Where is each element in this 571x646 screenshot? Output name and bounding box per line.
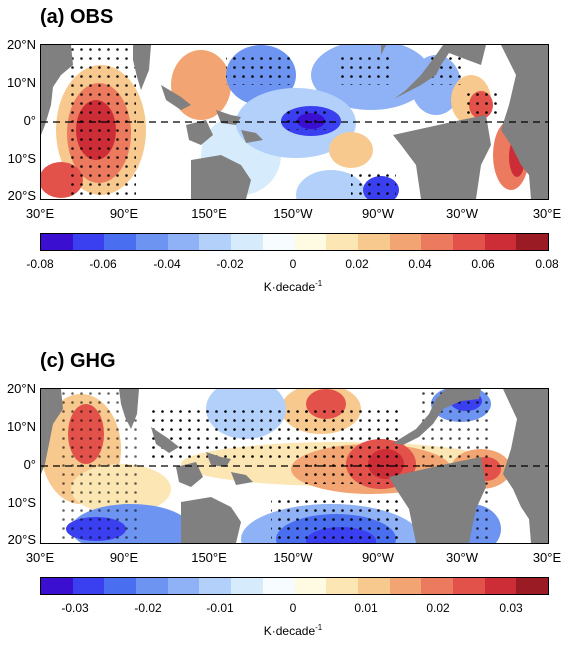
panel-c-cbar-tick: 0.02 <box>426 601 450 615</box>
panel-a-cbar-tick: -0.02 <box>216 257 244 271</box>
colorbar-segment <box>136 578 168 594</box>
panel-a-lat-10s: 10°S <box>7 151 36 166</box>
colorbar-segment <box>199 578 232 594</box>
panel-c-lat-20s: 20°S <box>7 532 36 547</box>
colorbar-segment <box>72 234 105 250</box>
panel-a-lat-20n: 20°N <box>6 37 36 52</box>
colorbar-segment <box>357 234 390 250</box>
colorbar-segment <box>136 234 168 250</box>
panel-c-lon-30w: 30°W <box>446 550 478 565</box>
panel-c-cbar-tick: -0.02 <box>134 601 162 615</box>
panel-a-map-svg <box>41 45 548 199</box>
colorbar-segment <box>484 234 517 250</box>
colorbar-segment <box>326 578 358 594</box>
panel-c-lat-0: 0° <box>23 457 36 472</box>
colorbar-segment <box>231 578 263 594</box>
colorbar-segment <box>294 234 327 250</box>
panel-a-cbar-tick: 0.08 <box>535 257 559 271</box>
colorbar-segment <box>231 234 263 250</box>
panel-a-cbar-tick: -0.06 <box>89 257 117 271</box>
panel-c-lat-10s: 10°S <box>7 495 36 510</box>
panel-a-lon-30e-right: 30°E <box>532 206 562 221</box>
panel-a-cbar-tick: 0 <box>289 257 297 271</box>
panel-a-cbar-tick: -0.08 <box>26 257 54 271</box>
colorbar-segment <box>389 578 422 594</box>
colorbar-segment <box>72 578 105 594</box>
panel-c-lon-30e-right: 30°E <box>532 550 562 565</box>
panel-c-colorbar-unit: K·decade-1 <box>263 623 323 638</box>
colorbar-segment <box>199 234 232 250</box>
colorbar-segment <box>41 578 73 594</box>
panel-a-map <box>40 44 549 200</box>
panel-c-map <box>40 388 549 544</box>
colorbar-segment <box>484 578 517 594</box>
panel-a-lon-30w: 30°W <box>446 206 478 221</box>
panel-a-cbar-tick: -0.04 <box>153 257 181 271</box>
panel-c-map-svg <box>41 389 548 543</box>
colorbar-segment <box>421 234 453 250</box>
panel-c-cbar-tick: 0.03 <box>499 601 523 615</box>
panel-a-cbar-tick: 0.04 <box>408 257 432 271</box>
panel-a-lon-150w: 150°W <box>273 206 313 221</box>
panel-c-cbar-tick: 0.01 <box>354 601 378 615</box>
colorbar-segment <box>294 578 327 594</box>
colorbar-segment <box>167 578 200 594</box>
panel-a-lon-90w: 90°W <box>362 206 394 221</box>
panel-c-lon-90e: 90°E <box>109 550 139 565</box>
panel-c-cbar-tick: -0.03 <box>61 601 89 615</box>
colorbar-segment <box>262 578 295 594</box>
panel-c-colorbar <box>40 577 549 595</box>
colorbar-segment <box>104 578 137 594</box>
panel-a-title: (a) OBS <box>40 6 114 28</box>
panel-a-cbar-tick: 0.06 <box>471 257 495 271</box>
colorbar-segment <box>516 234 548 250</box>
colorbar-segment <box>452 234 485 250</box>
panel-c-cbar-tick: -0.01 <box>206 601 234 615</box>
colorbar-segment <box>421 578 453 594</box>
panel-a-lat-10n: 10°N <box>6 75 36 90</box>
panel-a-cbar-tick: 0.02 <box>345 257 369 271</box>
colorbar-segment <box>516 578 548 594</box>
panel-a-lon-30e: 30°E <box>25 206 55 221</box>
colorbar-segment <box>262 234 295 250</box>
colorbar-segment <box>104 234 137 250</box>
colorbar-segment <box>357 578 390 594</box>
panel-c-lat-10n: 10°N <box>6 419 36 434</box>
panel-a-lat-0: 0° <box>23 113 36 128</box>
panel-c-lon-30e: 30°E <box>25 550 55 565</box>
panel-c-title: (c) GHG <box>40 350 116 372</box>
colorbar-segment <box>452 578 485 594</box>
panel-c-lon-90w: 90°W <box>362 550 394 565</box>
panel-a-colorbar <box>40 233 549 251</box>
panel-a-lon-90e: 90°E <box>109 206 139 221</box>
colorbar-segment <box>41 234 73 250</box>
panel-a-lon-150e: 150°E <box>191 206 227 221</box>
panel-c-cbar-tick: 0 <box>289 601 297 615</box>
panel-c-lon-150e: 150°E <box>191 550 227 565</box>
colorbar-segment <box>167 234 200 250</box>
colorbar-segment <box>389 234 422 250</box>
panel-a-lat-20s: 20°S <box>7 188 36 203</box>
panel-c-lat-20n: 20°N <box>6 381 36 396</box>
panel-c-lon-150w: 150°W <box>273 550 313 565</box>
panel-a-colorbar-unit: K·decade-1 <box>263 279 323 294</box>
colorbar-segment <box>326 234 358 250</box>
